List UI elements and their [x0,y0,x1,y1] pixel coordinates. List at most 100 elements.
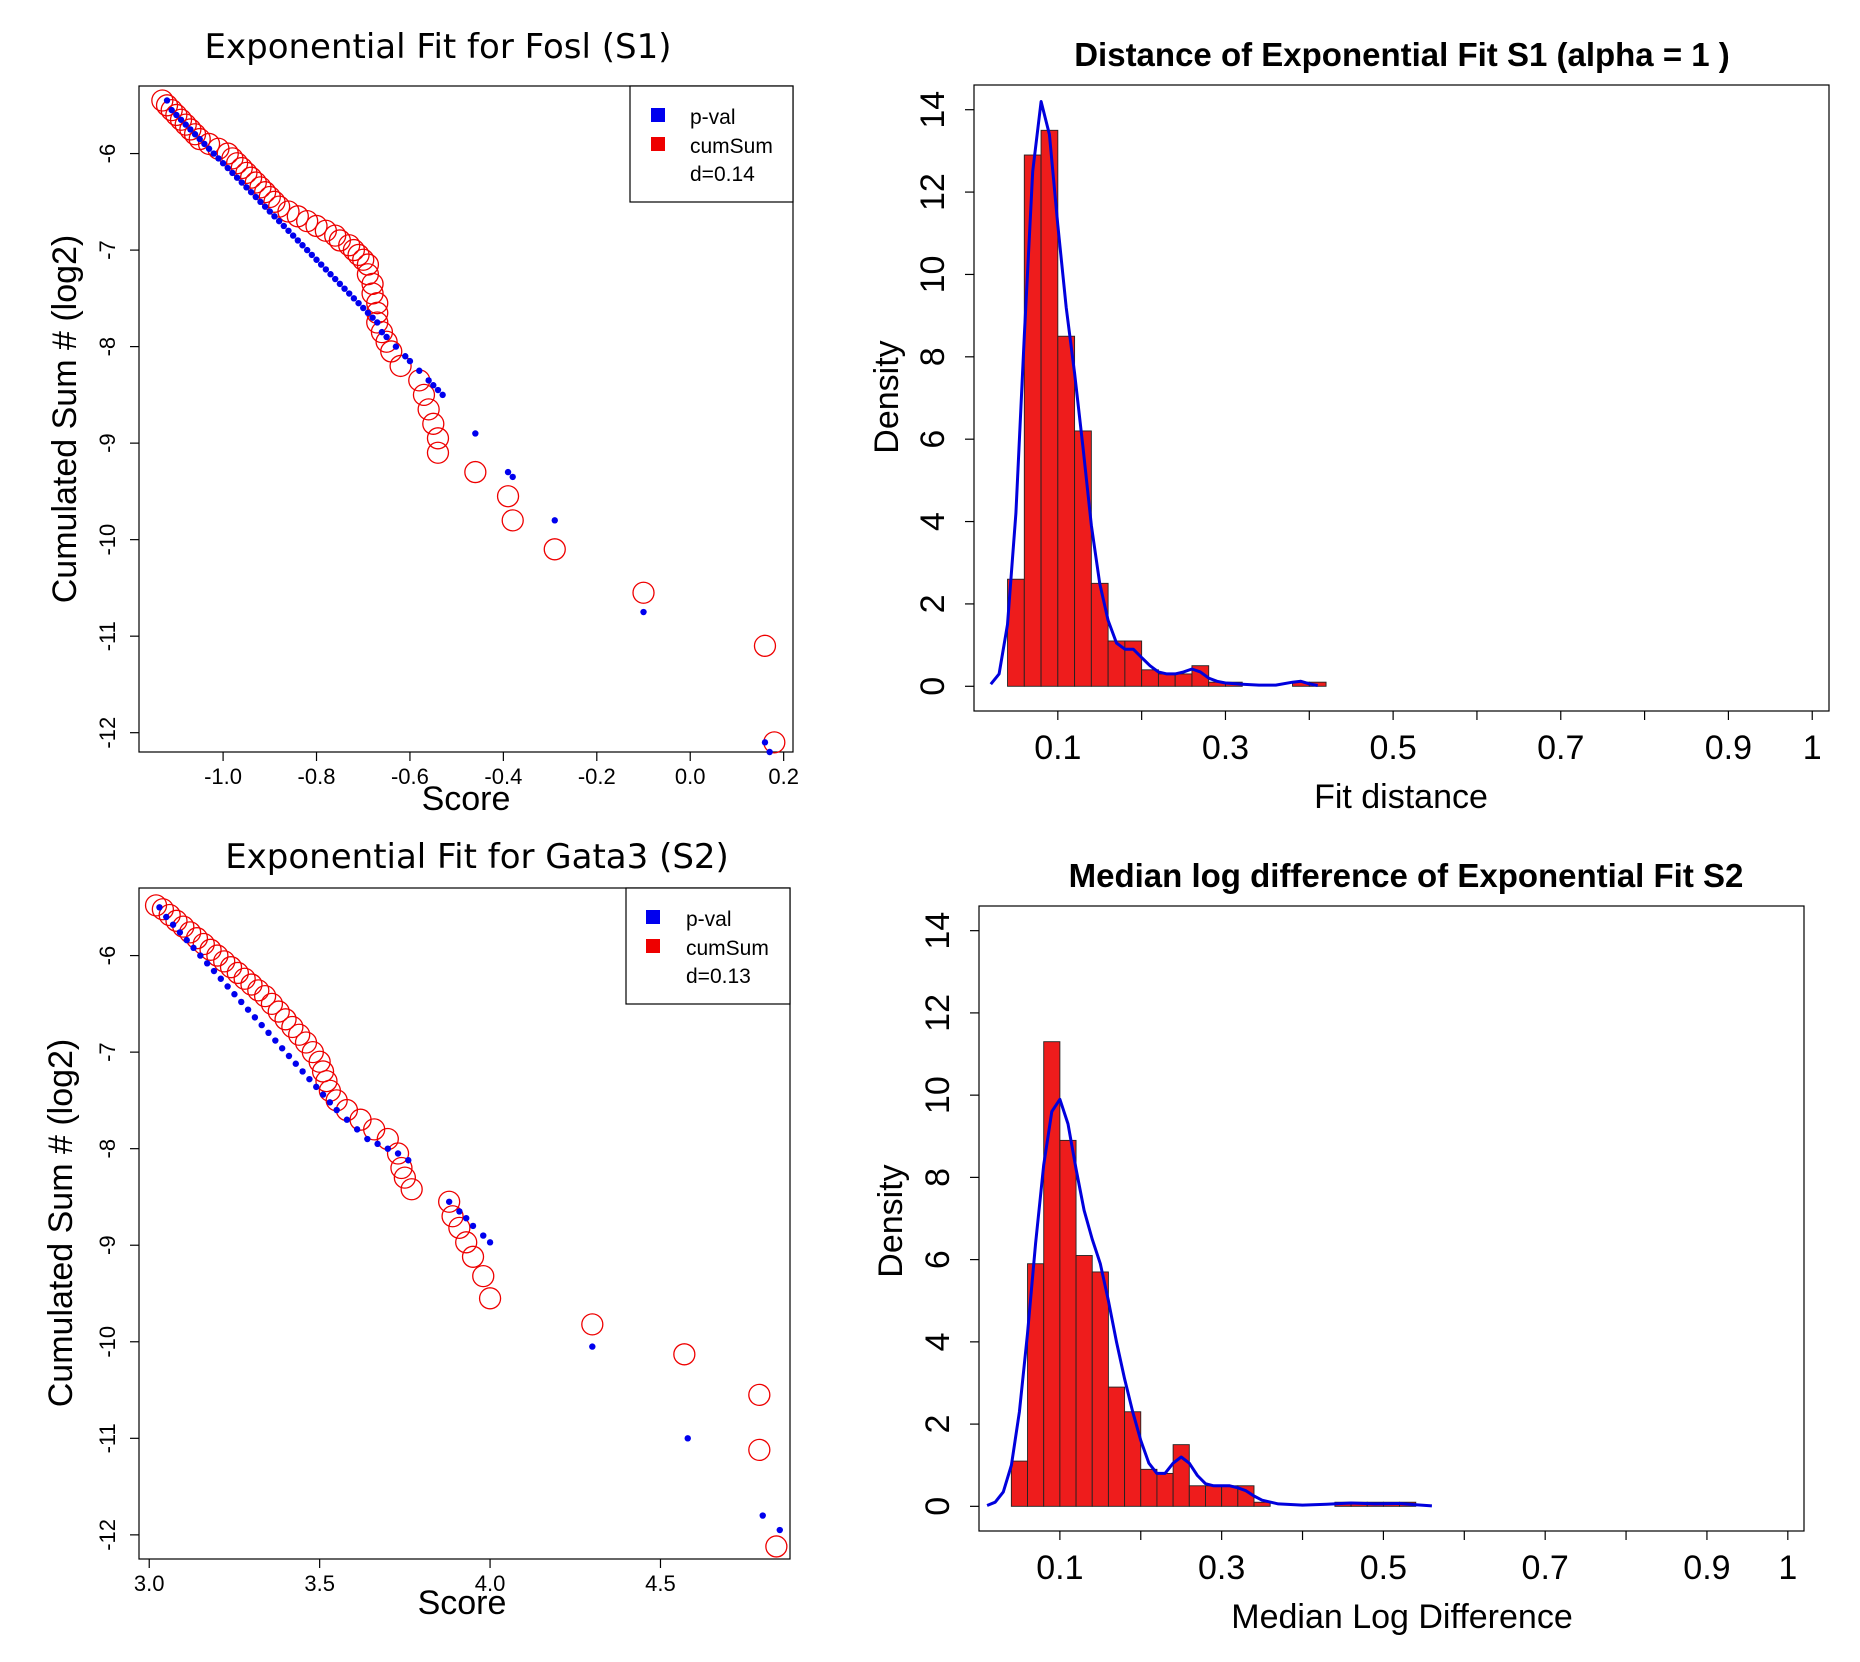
histogram-bar [1174,673,1193,687]
histogram-bar [1188,1485,1206,1507]
x-tick-label: 4.0 [475,1571,506,1596]
pval-point [238,179,245,186]
cumsum-point [258,185,281,209]
cumsum-point [426,427,450,450]
pval-point [238,998,245,1006]
histogram-bars [1007,129,1327,687]
x-tick-label: 0.3 [1202,729,1249,767]
histogram-panel-fit-distance: Distance of Exponential Fit S1 (alpha = … [868,36,1830,816]
x-tick-label: 0.1 [1036,1549,1083,1587]
scatter-panel-gata3: Exponential Fit for Gata3 (S2) 3.0 3.5 4.0… [42,837,791,1622]
chart-title: Exponential Fit for Gata3 (S2) [225,837,729,877]
histogram-bar [1172,1444,1190,1507]
cumsum-point [412,383,436,407]
pval-point [187,126,194,133]
pval-point [640,608,647,616]
cumsum-point [366,311,389,334]
pval-point [258,1021,265,1029]
histogram-bar [1075,1255,1093,1507]
histogram-bar [1205,1485,1223,1507]
chart-title: Median log difference of Exponential Fit… [1069,857,1744,894]
histogram-bar [1124,1411,1142,1507]
cumsum-point [281,1015,304,1039]
pval-point [210,150,217,157]
histogram-bar [1057,335,1076,687]
cumsum-point [233,967,256,990]
cumsum-point [352,248,375,271]
x-axis-label: Median Log Difference [1231,1598,1572,1636]
pval-point [341,285,348,292]
cumsum-point [253,181,277,204]
y-tick-label: 8 [919,1168,957,1187]
y-tick-label: -8 [95,1139,120,1159]
histogram-bar [1221,1485,1239,1507]
cumsum-point [247,979,270,1002]
histogram-bar [1090,582,1109,687]
pval-point [275,217,283,225]
pval-point [219,160,227,167]
pval-point [472,430,479,437]
histogram-bar [1010,1460,1028,1507]
pval-point [589,1343,596,1350]
pval-point [251,1014,259,1021]
pval-point [336,280,344,288]
y-tick-label: -12 [95,717,120,749]
pval-point [285,227,292,234]
cumsum-point [417,398,440,421]
x-axis-label: Score [422,780,511,818]
cumsum-point [165,103,188,127]
cumsum-point [221,147,244,170]
cumsum-point [235,161,258,185]
pval-point [445,1198,453,1205]
cumsum-point [240,973,263,996]
x-tick-label: -0.2 [578,764,616,789]
cumsum-point [748,1383,771,1407]
x-tick-label: 4.5 [645,1571,676,1596]
pval-point [313,256,320,263]
pval-point [231,991,238,998]
legend-swatch-pval [651,108,665,122]
pval-point [168,106,175,114]
density-line [989,100,1318,687]
pval-point [766,748,773,756]
cumsum-point [400,1178,423,1201]
x-tick-label: 0.5 [1369,729,1416,767]
pval-point [684,1435,691,1442]
y-tick-label: 0 [919,1497,957,1516]
histogram-bars [1010,1041,1417,1507]
y-tick-label: -11 [95,621,120,651]
y-tick-label: 0 [914,677,952,696]
cumsum-point [226,961,249,985]
y-tick-label: 12 [919,994,957,1032]
x-tick-label: 0.2 [768,764,799,789]
legend: p-val cumSum d=0.13 [625,887,791,1005]
y-tick-label: 8 [914,347,952,366]
cumsum-point [426,441,450,464]
pval-point [317,261,325,268]
chart-title: Distance of Exponential Fit S1 (alpha = … [1074,36,1730,73]
pval-point [504,468,512,476]
pval-point [759,1512,766,1519]
pval-point [439,391,446,399]
histogram-bar [1059,1139,1077,1507]
x-axis-label: Score [418,1584,507,1622]
cumsum-point [496,485,520,508]
cumsum-point [753,634,777,657]
pval-point [177,116,185,123]
cumsum-point [206,944,229,967]
x-tick-label: 0.7 [1522,1549,1569,1587]
pval-point [360,304,367,312]
histogram-bar [1023,154,1042,687]
pval-point [257,198,264,206]
pval-point [233,174,241,181]
y-tick-label: 4 [914,512,952,531]
cumsum-point [249,176,272,199]
pval-point [378,328,386,336]
y-tick-label: 2 [919,1415,957,1434]
axis-ticks: 3.0 3.5 4.0 4.5 -6 -7 -8 -9 -10 -11 -12 [95,946,676,1596]
pval-point [247,188,255,196]
pval-point [217,975,225,982]
pval-point [196,135,203,143]
density-curve [989,100,1318,687]
cumsum-point [366,292,389,315]
